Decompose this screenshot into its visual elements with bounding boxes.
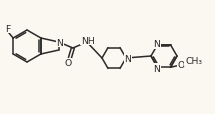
Text: N: N [56, 38, 63, 47]
Text: NH: NH [81, 36, 95, 45]
Text: N: N [153, 40, 160, 49]
Text: N: N [153, 64, 160, 73]
Text: O: O [64, 59, 71, 68]
Text: CH₃: CH₃ [185, 56, 202, 65]
Text: N: N [124, 54, 131, 63]
Text: O: O [178, 60, 185, 69]
Text: F: F [6, 24, 11, 33]
